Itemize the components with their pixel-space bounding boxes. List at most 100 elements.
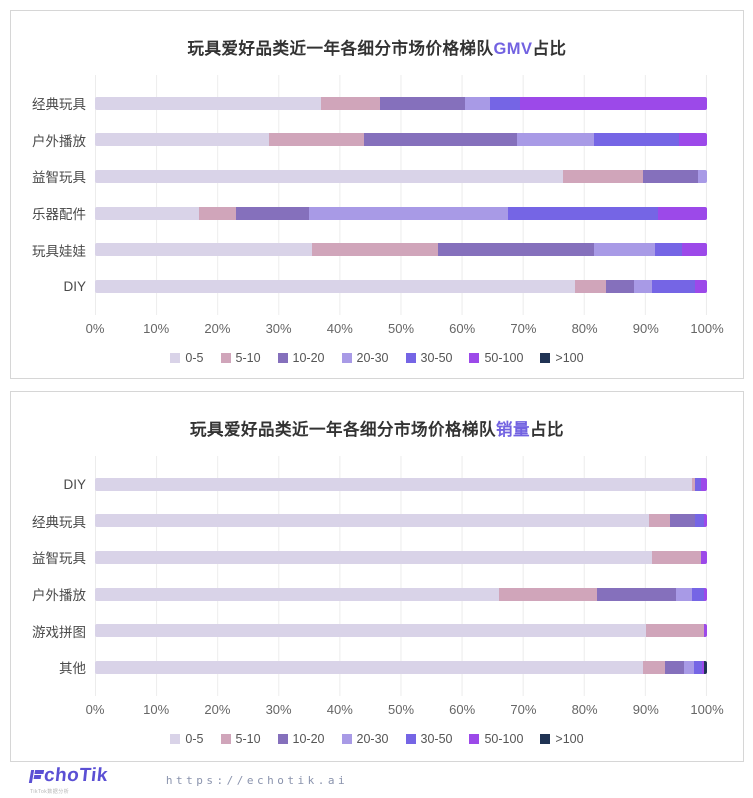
stacked-bar (95, 96, 707, 110)
x-axis-tick: 10% (143, 320, 170, 336)
legend-swatch (469, 352, 480, 363)
bar-segment (379, 96, 466, 110)
legend-label: 5-10 (235, 350, 261, 365)
stacked-bar (95, 587, 707, 601)
sales-legend: 0-5 5-10 10-20 20-30 30-50 50-100 >100 (11, 732, 743, 746)
bar-segment (364, 133, 518, 147)
chart-row: 益智玩具 (32, 158, 707, 195)
chart-row: 游戏拼图 (32, 612, 707, 649)
legend-label: 0-5 (185, 731, 204, 746)
x-axis-tick: 80% (571, 701, 598, 717)
legend-item[interactable]: 30-50 (405, 350, 453, 365)
echotik-logo-text: choTik (42, 765, 110, 786)
legend-label: 20-30 (356, 350, 389, 365)
legend-swatch (277, 733, 288, 744)
legend-item[interactable]: >100 (540, 731, 584, 746)
sales-bar-rows: DIY 经典玩具益智玩具户外播放游戏拼图其他 (32, 456, 707, 696)
legend-item[interactable]: 5-10 (220, 732, 261, 746)
x-axis-tick: 70% (510, 320, 537, 336)
gmv-x-axis: 0% 10% 20% 30% 40% 50% 60% 70% 80% 90% 100% (86, 319, 724, 339)
bar-segment (703, 587, 707, 601)
legend-item[interactable]: 20-30 (341, 731, 389, 746)
legend-item[interactable]: 10-20 (277, 351, 325, 365)
x-axis-tick: 20% (204, 320, 231, 336)
legend-item[interactable]: 0-5 (170, 731, 204, 746)
bar-segment (682, 243, 707, 257)
bar-segment (95, 169, 564, 183)
chart-row: 经典玩具 (32, 503, 707, 540)
category-label: 其他 (59, 661, 86, 677)
x-axis-tick: 70% (510, 701, 537, 717)
legend-item[interactable]: 50-100 (469, 351, 523, 365)
bar-segment (95, 624, 646, 638)
legend-item[interactable]: 10-20 (277, 732, 325, 746)
bar-segment (520, 96, 707, 110)
x-axis-tick: 40% (326, 320, 353, 336)
category-label: 益智玩具 (32, 551, 86, 567)
category-label: DIY (63, 278, 86, 294)
legend-label: 0-5 (185, 350, 204, 365)
category-label: 乐器配件 (32, 207, 86, 223)
sales-x-axis: 0% 10% 20% 30% 40% 50% 60% 70% 80% 90% 100% (86, 700, 724, 720)
bar-segment (654, 243, 683, 257)
x-axis-tick: 60% (449, 320, 476, 336)
sales-chart-title: 玩具爱好品类近一年各细分市场价格梯队销量占比 (11, 416, 743, 440)
bar-segment (95, 133, 270, 147)
legend-item[interactable]: 5-10 (220, 350, 261, 365)
bar-segment (703, 514, 707, 528)
stacked-bar (95, 279, 707, 293)
legend-item[interactable]: 30-50 (405, 732, 452, 746)
x-axis-tick: 60% (449, 701, 476, 717)
legend-label: >100 (555, 731, 584, 746)
bar-segment (691, 477, 695, 491)
chart-row: DIY (63, 466, 707, 503)
bar-segment (95, 206, 200, 220)
x-axis-tick: 0% (85, 701, 105, 717)
legend-swatch (540, 352, 551, 363)
bar-segment (700, 550, 707, 564)
bar-segment (700, 477, 707, 491)
category-label: 游戏拼图 (32, 624, 86, 640)
bar-segment (683, 660, 695, 674)
stacked-bar (95, 514, 707, 528)
chart-row: 户外播放 (32, 122, 707, 159)
echotik-tagline: TikTok数据分析 (30, 789, 70, 795)
x-axis-tick: 80% (571, 320, 598, 336)
x-axis-tick: 100% (690, 701, 724, 717)
legend-swatch (540, 733, 551, 744)
gmv-chart-title-prefix: 玩具爱好品类近一年各细分市场价格梯队 (187, 40, 494, 58)
legend-item[interactable]: 0-5 (170, 350, 204, 365)
echotik-logo-icon (28, 769, 44, 783)
legend-swatch (405, 733, 416, 744)
x-axis-tick: 40% (326, 701, 353, 717)
legend-item[interactable]: 20-30 (341, 350, 389, 365)
chart-row: 乐器配件 (32, 195, 707, 232)
chart-row: 户外播放 (32, 576, 707, 613)
bar-segment (95, 660, 643, 674)
echotik-url-link[interactable]: https://echotik.ai (165, 773, 349, 787)
legend-swatch (277, 352, 288, 363)
gridlines (95, 75, 707, 315)
bar-segment (489, 96, 521, 110)
legend-swatch (220, 352, 231, 363)
legend-label: >100 (555, 350, 584, 365)
stacked-bar (95, 206, 707, 220)
x-axis-tick: 20% (204, 701, 231, 717)
bar-segment (95, 550, 652, 564)
sales-chart-card: 玩具爱好品类近一年各细分市场价格梯队销量占比 DIY 经典玩具益智玩具户外播放游戏… (10, 391, 744, 762)
stacked-bar (95, 133, 707, 147)
gmv-chart-card: 玩具爱好品类近一年各细分市场价格梯队GMV占比 经典玩具 户外播放 益智玩具 乐器配件… (10, 10, 744, 379)
x-axis-tick: 30% (265, 320, 292, 336)
chart-row: DIY (63, 268, 707, 305)
gridlines (95, 456, 707, 696)
bar-segment (651, 550, 701, 564)
category-label: DIY (63, 476, 86, 492)
echotik-logo: choTik TikTok数据分析 (28, 765, 110, 795)
legend-label: 30-50 (420, 350, 453, 365)
legend-item[interactable]: 50-100 (469, 732, 523, 746)
chart-row: 玩具娃娃 (32, 231, 707, 268)
chart-row: 经典玩具 (32, 85, 707, 122)
legend-item[interactable]: >100 (540, 350, 584, 365)
legend-label: 20-30 (356, 731, 389, 746)
bar-segment (498, 587, 597, 601)
